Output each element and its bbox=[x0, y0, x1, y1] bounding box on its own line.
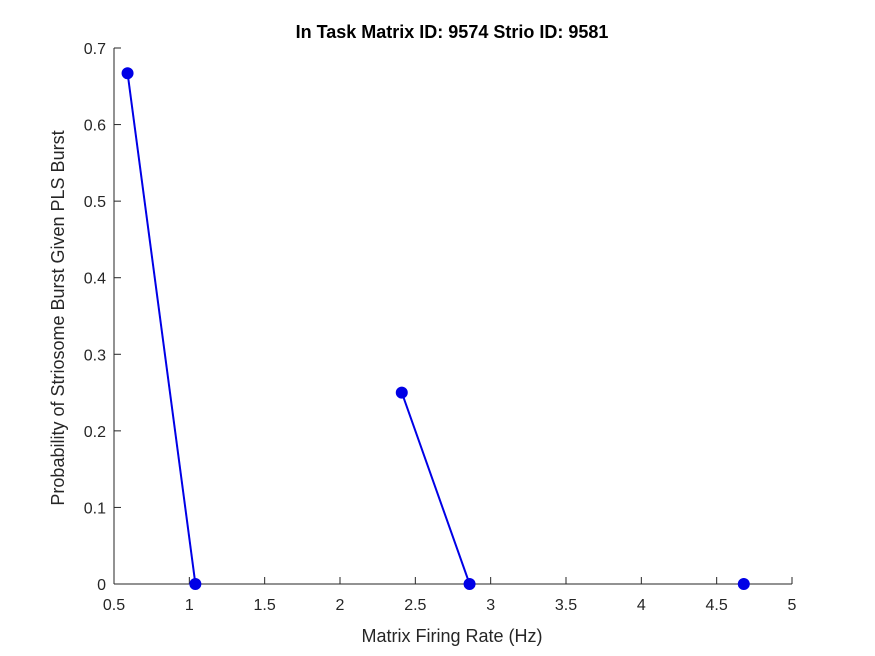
x-tick-label: 1.5 bbox=[254, 597, 276, 614]
data-point bbox=[121, 67, 134, 80]
x-axis-label: Matrix Firing Rate (Hz) bbox=[361, 626, 542, 646]
x-tick-label: 5 bbox=[788, 597, 797, 614]
x-tick-label: 2 bbox=[336, 597, 345, 614]
series-points bbox=[121, 67, 750, 590]
series-line bbox=[400, 392, 471, 585]
y-tick-label: 0.6 bbox=[84, 118, 106, 135]
y-tick-label: 0.3 bbox=[84, 347, 106, 364]
x-tick-label: 0.5 bbox=[103, 597, 125, 614]
axes bbox=[113, 48, 792, 585]
data-point bbox=[395, 386, 408, 399]
y-tick-labels: 0 0.1 0.2 0.3 0.4 0.5 0.6 0.7 bbox=[84, 41, 106, 594]
data-point bbox=[189, 578, 202, 590]
y-tick-label: 0.1 bbox=[84, 500, 106, 517]
y-tick-label: 0.5 bbox=[84, 194, 106, 211]
data-point bbox=[737, 578, 750, 590]
y-tick-label: 0.4 bbox=[84, 271, 106, 288]
tick-marks bbox=[113, 47, 793, 585]
y-tick-label: 0.7 bbox=[84, 41, 106, 58]
y-axis-label: Probability of Striosome Burst Given PLS… bbox=[48, 130, 68, 505]
series-lines bbox=[126, 73, 471, 585]
x-tick-label: 1 bbox=[185, 597, 194, 614]
x-tick-label: 3.5 bbox=[555, 597, 577, 614]
data-point bbox=[463, 578, 476, 590]
x-tick-label: 4 bbox=[637, 597, 646, 614]
x-tick-label: 3 bbox=[486, 597, 495, 614]
series-line bbox=[126, 73, 197, 585]
x-tick-label: 2.5 bbox=[404, 597, 426, 614]
chart-title: In Task Matrix ID: 9574 Strio ID: 9581 bbox=[296, 22, 609, 42]
y-tick-label: 0 bbox=[97, 577, 106, 594]
x-tick-label: 4.5 bbox=[706, 597, 728, 614]
y-tick-label: 0.2 bbox=[84, 424, 106, 441]
x-tick-labels: 0.5 1 1.5 2 2.5 3 3.5 4 4.5 5 bbox=[103, 597, 797, 614]
